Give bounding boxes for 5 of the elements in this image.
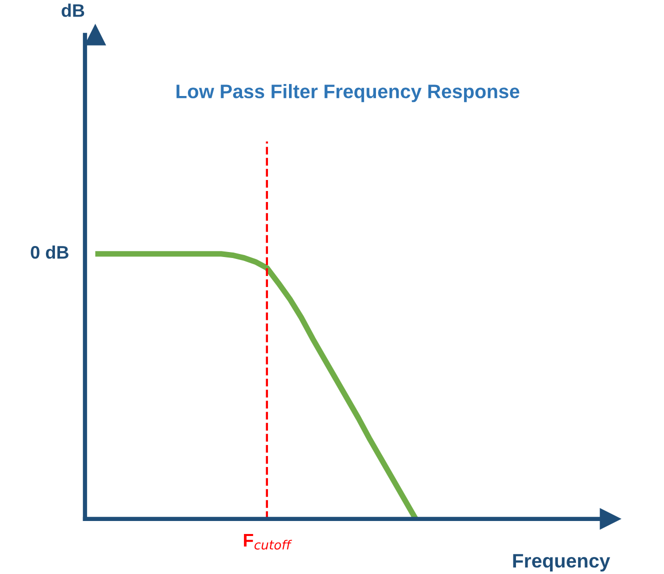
text: F$_{cutoff}$ [244, 534, 292, 550]
chart-title: Low Pass Filter Frequency Response [176, 84, 520, 102]
text: 0 dB [30, 245, 68, 259]
text: dB [62, 4, 84, 17]
x-axis-title: Frequency [513, 554, 610, 572]
